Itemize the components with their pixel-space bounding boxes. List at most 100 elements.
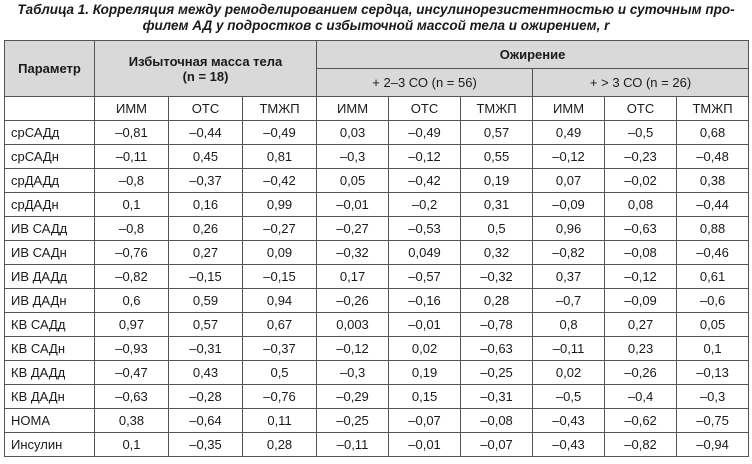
table-cell: –0,09 [532,192,606,217]
table-cell: –0,82 [604,432,678,457]
table-cell: –0,02 [604,168,678,193]
table-cell: 0,1 [94,432,169,457]
table-cell: –0,3 [676,384,750,409]
correlation-table: Параметр Избыточная масса тела (n = 18) … [4,40,750,457]
table-cell: 0,43 [168,360,243,385]
table-cell: 0,15 [388,384,462,409]
table-cell: –0,93 [94,336,169,361]
table-cell: –0,2 [388,192,462,217]
row-label: ИВ САДн [4,240,95,265]
table-cell: –0,5 [604,120,678,145]
table-cell: –0,3 [316,144,390,169]
table-cell: 0,96 [532,216,606,241]
table-cell: –0,08 [604,240,678,265]
table-row: срСАДн –0,11 0,45 0,81 –0,3 –0,12 0,55 –0,12 –0,… [4,144,750,169]
header-sub-gt3-sd: + > 3 СО (n = 26) [532,68,750,97]
table-cell: 0,67 [241,312,318,337]
table-caption: Таблица 1. Корреляция между ремоделирова… [4,2,748,34]
table-cell: 0,11 [241,408,318,433]
table-cell: –0,12 [532,144,606,169]
table-row: КВ САДн –0,93 –0,31 –0,37 –0,12 0,02 –0,63 –0,1… [4,336,750,361]
row-label: срСАДн [4,144,95,169]
table-cell: 0,88 [676,216,750,241]
table-cell: –0,26 [604,360,678,385]
header-group-overweight: Избыточная масса тела (n = 18) [93,40,318,97]
column-header: ТМЖП [460,96,534,121]
header-group-obesity: Ожирение [316,40,750,69]
caption-line-2: филем АД у подростков с избыточной массо… [142,18,610,33]
table-cell: –0,31 [168,336,243,361]
table-cell: –0,42 [388,168,462,193]
row-label: срСАДд [4,120,95,145]
table-cell: –0,37 [241,336,318,361]
table-cell: –0,8 [94,216,169,241]
table-cell: –0,32 [460,264,534,289]
table-cell: –0,3 [316,360,390,385]
column-header: ТМЖП [676,96,750,121]
table-cell: 0,07 [532,168,606,193]
table-cell: –0,82 [94,264,169,289]
column-header: ИММ [316,96,390,121]
column-header: ИММ [532,96,606,121]
table-cell: –0,57 [388,264,462,289]
table-row: Инсулин 0,1 –0,35 0,28 –0,11 –0,01 –0,07 –0,43–… [4,432,750,457]
table-cell: 0,19 [460,168,534,193]
row-label: КВ ДАДд [4,360,95,385]
table-cell: 0,38 [94,408,169,433]
table-cell: 0,81 [241,144,318,169]
table-cell: 0,32 [460,240,534,265]
table-cell: –0,8 [94,168,169,193]
row-label: ИВ ДАДд [4,264,95,289]
table-cell: 0,08 [604,192,678,217]
table-cell: 0,049 [388,240,462,265]
table-row: HOMA 0,38 –0,64 0,11 –0,25 –0,07 –0,08 –0,43 –0,… [4,408,750,433]
table-cell: 0,27 [168,240,243,265]
table-cell: –0,47 [94,360,169,385]
row-label: Инсулин [4,432,95,457]
table-cell: –0,63 [94,384,169,409]
table-cell: 0,19 [388,360,462,385]
table-cell: 0,31 [460,192,534,217]
table-cell: –0,25 [460,360,534,385]
table-row: КВ САДд 0,97 0,57 0,67 0,003 –0,01 –0,78 0,8 0,2… [4,312,750,337]
table-cell: 0,05 [676,312,750,337]
table-row: срСАДд –0,81 –0,44 –0,49 0,03 –0,49 0,57 0,49 –0… [4,120,750,145]
row-label: ИВ ДАДн [4,288,95,313]
table-cell: –0,07 [388,408,462,433]
header-param: Параметр [4,40,95,97]
table-cell: –0,12 [604,264,678,289]
table-cell: 0,59 [168,288,243,313]
table-cell: –0,62 [604,408,678,433]
table-cell: –0,09 [604,288,678,313]
column-header: ОТС [388,96,462,121]
table-cell: 0,5 [241,360,318,385]
table-cell: 0,28 [241,432,318,457]
row-label: КВ САДд [4,312,95,337]
table-cell: –0,11 [94,144,169,169]
table-cell: –0,7 [532,288,606,313]
column-header: ТМЖП [241,96,318,121]
table-cell: –0,46 [676,240,750,265]
table-cell: –0,44 [168,120,243,145]
caption-line-1: Таблица 1. Корреляция между ремоделирова… [17,2,735,17]
table-cell: –0,44 [676,192,750,217]
table-cell: 0,05 [316,168,390,193]
table-cell: –0,75 [676,408,750,433]
row-label: КВ ДАДн [4,384,95,409]
table-cell: 0,1 [94,192,169,217]
table-cell: 0,68 [676,120,750,145]
row-label: HOMA [4,408,95,433]
table-cell: –0,27 [316,216,390,241]
table-cell: 0,49 [532,120,606,145]
table-cell: –0,43 [532,408,606,433]
table-cell: –0,08 [460,408,534,433]
header-empty [4,96,95,121]
table-cell: –0,64 [168,408,243,433]
table-cell: –0,25 [316,408,390,433]
table-cell: 0,02 [388,336,462,361]
table-cell: 0,37 [532,264,606,289]
table-cell: –0,07 [460,432,534,457]
table-header: Параметр Избыточная масса тела (n = 18) … [4,40,750,121]
table-cell: –0,01 [316,192,390,217]
table-cell: –0,76 [241,384,318,409]
